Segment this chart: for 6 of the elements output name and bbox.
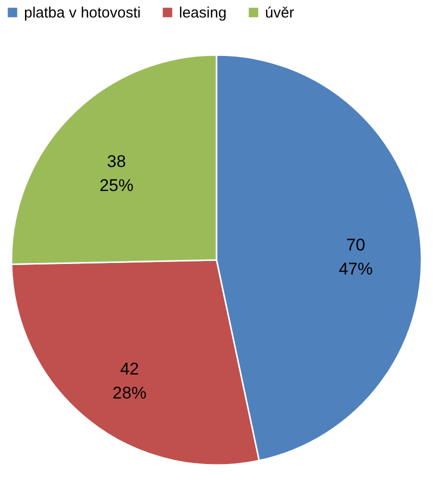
data-label: 70 47% [338,235,373,278]
data-label: 38 25% [99,152,134,196]
legend-label: leasing [179,4,227,22]
legend-label: platba v hotovosti [24,4,141,22]
data-label: 42 28% [112,360,147,403]
legend-label: úvěr [265,4,294,22]
